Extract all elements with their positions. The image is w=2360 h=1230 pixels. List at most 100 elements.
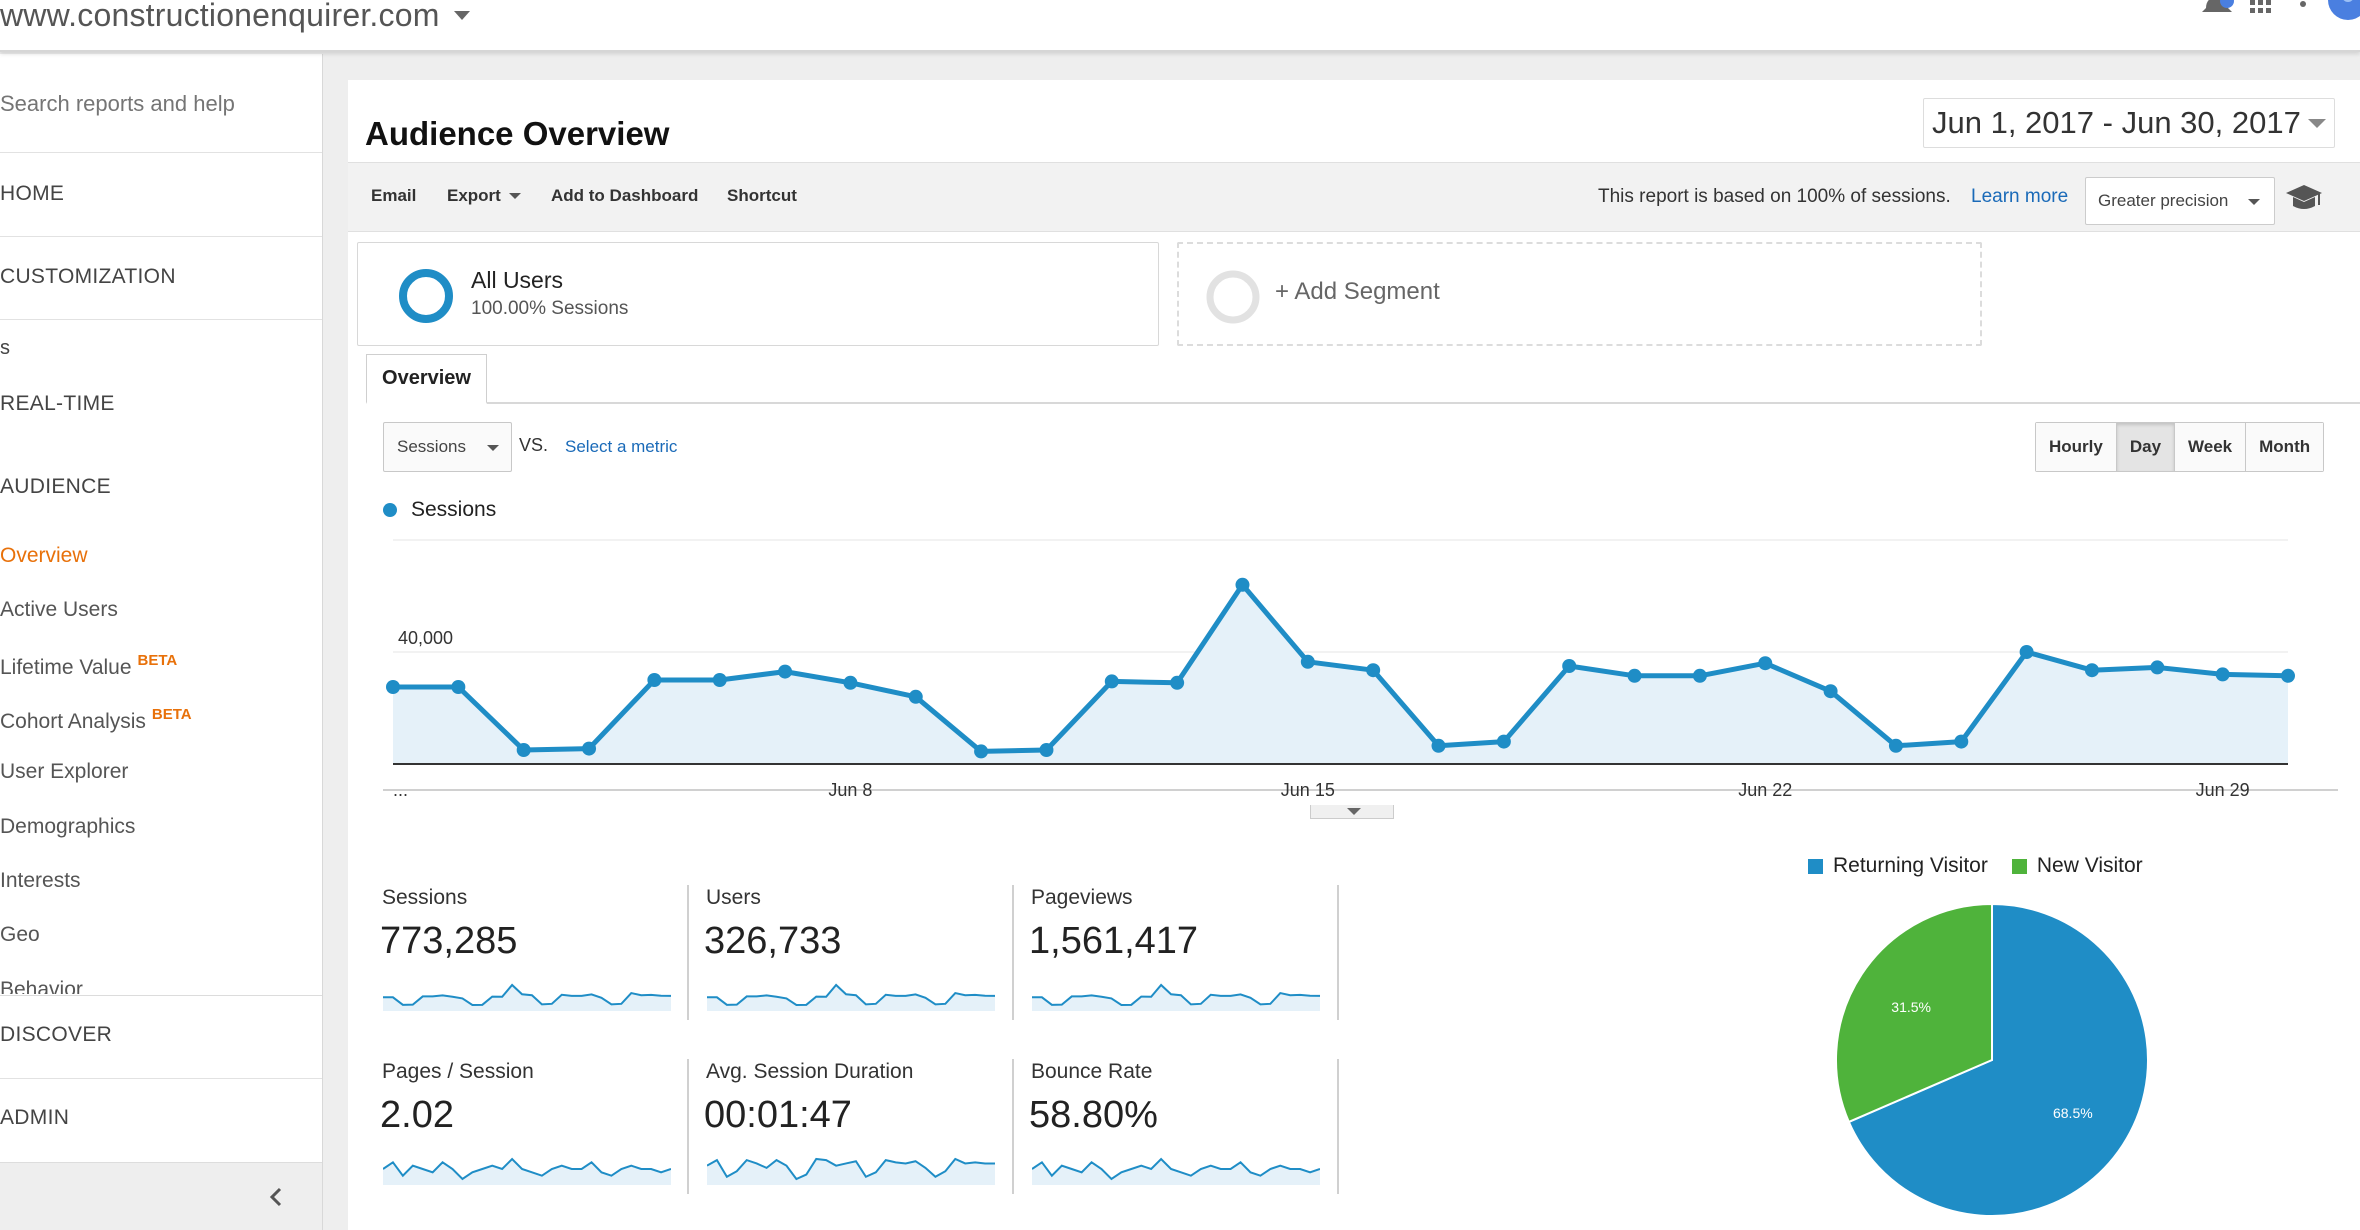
scorecard-value: 1,561,417 — [1029, 920, 1199, 962]
sidebar-subitem-active-users[interactable]: Active Users — [0, 598, 118, 621]
data-point — [2215, 667, 2230, 682]
sparkline-fill — [707, 1159, 995, 1185]
scorecard-value: 773,285 — [380, 920, 518, 962]
sidebar-item-audience[interactable]: AUDIENCE — [0, 475, 111, 498]
date-range-label: Jun 1, 2017 - Jun 30, 2017 — [1932, 105, 2301, 140]
scorecard-pageviews[interactable]: Pageviews 1,561,417 — [1024, 886, 1324, 1026]
bell-icon[interactable] — [2200, 0, 2234, 16]
sparkline-fill — [383, 985, 671, 1011]
x-tick-label: Jun 29 — [2196, 780, 2250, 800]
sidebar-subitem-lifetime-value[interactable]: Lifetime Value BETA — [0, 652, 177, 680]
email-button[interactable]: Email — [371, 186, 417, 205]
scorecard-label: Pages / Session — [382, 1060, 534, 1083]
granularity-toggle: Hourly Day Week Month — [2035, 422, 2325, 472]
more-vert-icon[interactable] — [2298, 0, 2308, 14]
search-input[interactable] — [0, 84, 320, 124]
add-segment-button[interactable]: + Add Segment — [1177, 242, 1982, 346]
sidebar-item-admin[interactable]: ADMIN — [0, 1106, 70, 1129]
chart-collapse-toggle[interactable] — [1310, 805, 1394, 819]
sidebar-item-home[interactable]: HOME — [0, 182, 65, 205]
data-point — [1954, 734, 1969, 749]
series-line — [393, 582, 2289, 754]
scorecard-bounce-rate[interactable]: Bounce Rate 58.80% — [1024, 1060, 1324, 1200]
segment-all-users[interactable]: All Users 100.00% Sessions — [357, 242, 1159, 346]
sidebar-item-discover[interactable]: DISCOVER — [0, 1023, 113, 1046]
data-point — [2281, 668, 2295, 683]
visitor-type-pie-chart: 68.5% 31.5% — [1835, 902, 2149, 1217]
sidebar-subitem-user-explorer[interactable]: User Explorer — [0, 760, 129, 783]
sidebar-subitem-demographics[interactable]: Demographics — [0, 815, 136, 838]
x-tick-label: Jun 22 — [1738, 780, 1792, 800]
sidebar-item-partial[interactable]: s — [0, 337, 11, 359]
scorecard-label: Pageviews — [1031, 886, 1133, 909]
beta-badge: BETA — [151, 706, 192, 723]
account-avatar-icon[interactable] — [2328, 0, 2360, 20]
pie-legend-item-returning: Returning Visitor — [1808, 854, 1988, 878]
data-point — [1888, 738, 1903, 753]
chart-legend: Sessions — [383, 498, 496, 522]
sidebar-subitem-interests[interactable]: Interests — [0, 869, 81, 892]
sparkline-fill — [383, 1159, 671, 1185]
scorecard-sessions[interactable]: Sessions 773,285 — [375, 886, 675, 1026]
sidebar-subitem-overview[interactable]: Overview — [0, 544, 88, 567]
report-panel: Audience Overview Jun 1, 2017 - Jun 30, … — [348, 80, 2360, 1230]
sparkline-fill — [1032, 985, 1320, 1011]
sparkline — [1032, 983, 1320, 1011]
x-tick-label: Jun 8 — [828, 780, 872, 800]
sidebar-item-real-time[interactable]: REAL-TIME — [0, 392, 115, 415]
dropdown-caret-icon — [508, 193, 521, 199]
sidebar-subitem-cohort-analysis[interactable]: Cohort Analysis BETA — [0, 706, 192, 734]
data-point — [386, 680, 400, 694]
tab-overview[interactable]: Overview — [366, 354, 487, 404]
divider — [0, 319, 322, 320]
data-point — [582, 741, 597, 756]
divider — [0, 995, 322, 996]
export-label: Export — [447, 186, 501, 205]
pie-legend: Returning Visitor New Visitor — [1808, 854, 2167, 878]
sidebar-subitem-geo[interactable]: Geo — [0, 923, 40, 946]
date-range-picker[interactable]: Jun 1, 2017 - Jun 30, 2017 — [1923, 98, 2335, 148]
sidebar-item-customization[interactable]: CUSTOMIZATION — [0, 265, 176, 288]
week-button[interactable]: Week — [2175, 423, 2247, 471]
select-metric-link[interactable]: Select a metric — [565, 437, 678, 456]
sidebar-bottom-sections: DISCOVER ADMIN — [0, 996, 322, 1156]
sparkline-line — [707, 1157, 995, 1181]
data-point — [2084, 663, 2099, 678]
scorecard-value: 326,733 — [704, 920, 842, 962]
x-tick-label: ... — [393, 780, 408, 800]
metric-dropdown[interactable]: Sessions — [383, 422, 512, 472]
sparkline — [383, 1157, 671, 1185]
divider — [0, 236, 322, 237]
segment-ring-empty-icon — [1206, 270, 1260, 324]
add-to-dashboard-button[interactable]: Add to Dashboard — [551, 186, 699, 205]
precision-dropdown[interactable]: Greater precision — [2085, 177, 2275, 225]
learn-more-link[interactable]: Learn more — [1971, 186, 2069, 207]
data-point — [1104, 674, 1119, 689]
day-button[interactable]: Day — [2116, 423, 2176, 471]
hourly-button[interactable]: Hourly — [2036, 423, 2117, 471]
top-bar: www.constructionenquirer.com — [0, 0, 2360, 52]
data-point — [451, 680, 466, 694]
property-selector[interactable]: www.constructionenquirer.com — [0, 0, 470, 33]
pie-value-label: 31.5% — [1891, 999, 1931, 1015]
data-point — [1235, 577, 1250, 592]
scorecard-avg-session-duration[interactable]: Avg. Session Duration 00:01:47 — [699, 1060, 999, 1200]
scorecard-users[interactable]: Users 326,733 — [699, 886, 999, 1026]
graduation-cap-icon[interactable] — [2284, 181, 2324, 217]
chevron-left-icon[interactable] — [262, 1183, 290, 1211]
sampling-note: This report is based on 100% of sessions… — [1598, 186, 1951, 207]
shortcut-button[interactable]: Shortcut — [727, 186, 797, 205]
metric-dropdown-label: Sessions — [397, 437, 466, 456]
apps-grid-icon[interactable] — [2248, 0, 2274, 14]
scorecard-value: 2.02 — [380, 1094, 454, 1136]
data-point — [1300, 654, 1315, 669]
y-tick-label: 80,000 — [398, 535, 453, 536]
add-segment-label: + Add Segment — [1275, 278, 1440, 305]
data-point — [908, 689, 923, 704]
month-button[interactable]: Month — [2246, 423, 2324, 471]
segment-ring-icon — [399, 269, 453, 323]
export-button[interactable]: Export — [447, 186, 521, 206]
data-point — [1562, 659, 1577, 673]
sparkline-line — [383, 1157, 671, 1181]
scorecard-pages-per-session[interactable]: Pages / Session 2.02 — [375, 1060, 675, 1200]
